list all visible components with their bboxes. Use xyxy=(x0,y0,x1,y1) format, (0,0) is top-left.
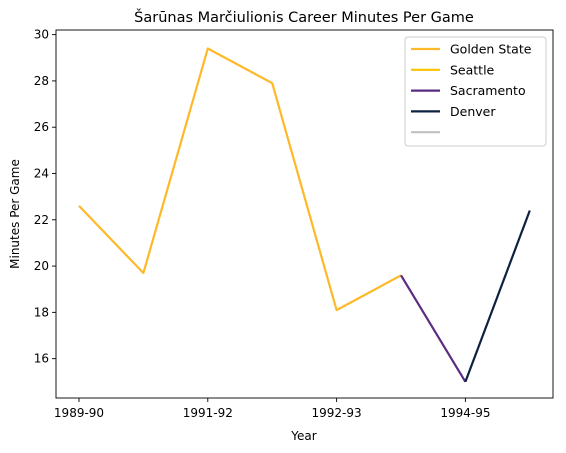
series-line-sacramento xyxy=(400,274,467,383)
plot-lines xyxy=(78,47,531,383)
y-tick-label: 20 xyxy=(34,259,49,273)
x-tick-label: 1991-92 xyxy=(183,406,233,420)
chart-title: Šarūnas Marčiulionis Career Minutes Per … xyxy=(134,8,474,26)
y-tick-label: 24 xyxy=(34,166,49,180)
y-tick-label: 30 xyxy=(34,28,49,42)
plot-frame xyxy=(55,29,554,399)
series-line-denver xyxy=(464,210,531,383)
y-tick-label: 18 xyxy=(34,305,49,319)
y-axis-label: Minutes Per Game xyxy=(8,159,22,269)
x-tick-label: 1989-90 xyxy=(54,406,104,420)
legend-label-sacramento: Sacramento xyxy=(450,83,526,98)
y-tick-label: 28 xyxy=(34,74,49,88)
legend-box xyxy=(404,36,547,147)
series-line-golden-state xyxy=(78,47,402,312)
legend-label-golden-state: Golden State xyxy=(450,42,532,57)
legend: Golden State Seattle Sacramento Denver xyxy=(404,36,547,147)
y-axis: 16 18 20 22 24 26 28 30 xyxy=(34,28,56,366)
y-tick-label: 16 xyxy=(34,352,49,366)
y-tick-label: 26 xyxy=(34,120,49,134)
legend-label-denver: Denver xyxy=(450,104,496,119)
x-tick-label: 1992-93 xyxy=(312,406,362,420)
y-tick-label: 22 xyxy=(34,213,49,227)
legend-label-seattle: Seattle xyxy=(450,62,495,77)
x-tick-label: 1994-95 xyxy=(440,406,490,420)
x-axis-label: Year xyxy=(290,429,316,443)
